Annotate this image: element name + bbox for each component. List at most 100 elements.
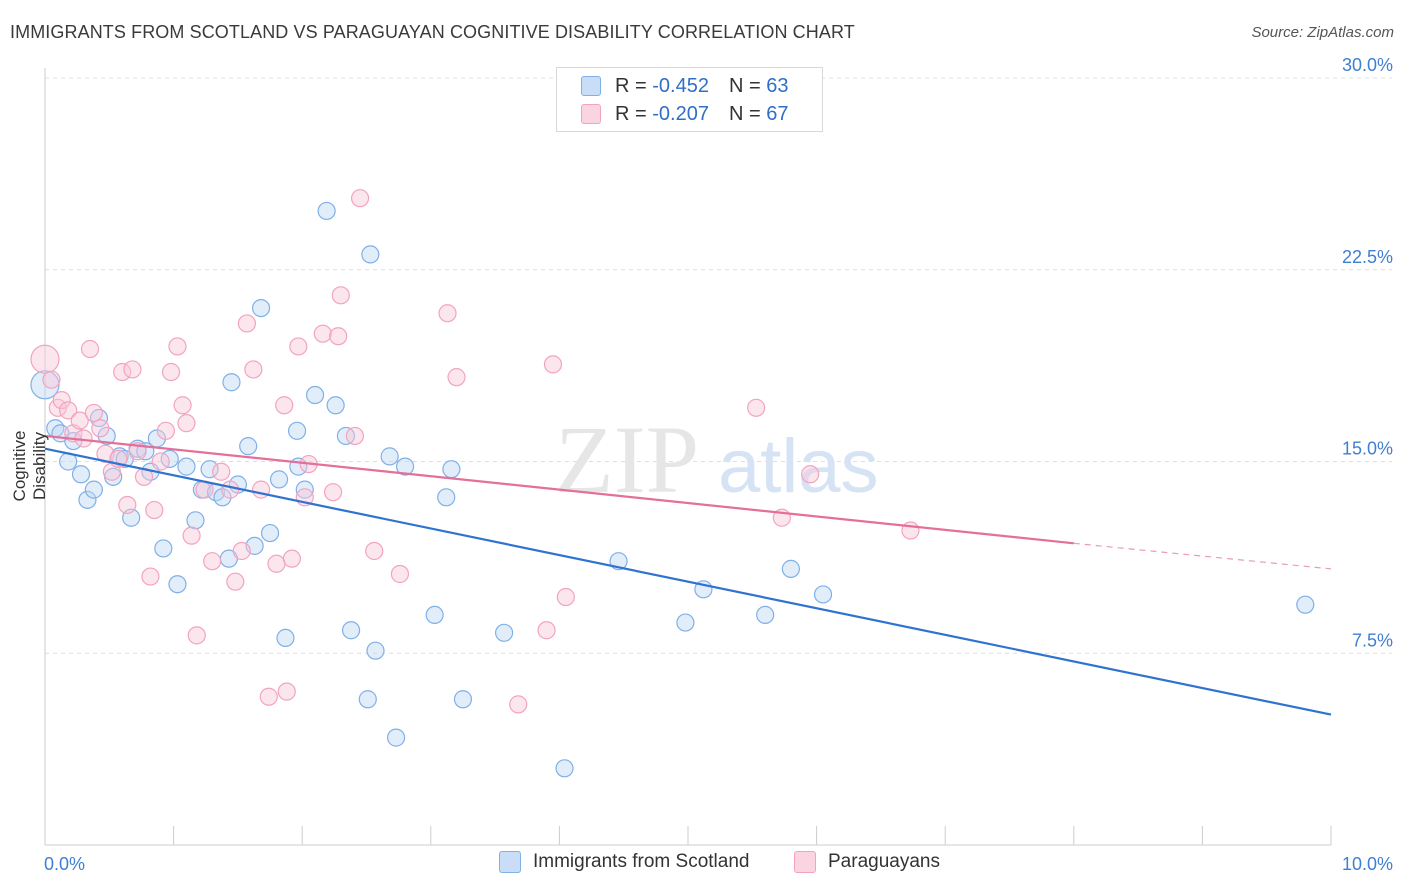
point-paraguayans xyxy=(277,682,296,701)
point-paraguayans xyxy=(313,324,332,343)
point-paraguayans xyxy=(123,360,142,379)
point-scotland xyxy=(781,559,800,578)
point-paraguayans xyxy=(329,327,348,346)
point-scotland xyxy=(495,623,514,642)
point-scotland xyxy=(154,539,173,558)
point-paraguayans xyxy=(267,554,286,573)
point-scotland xyxy=(287,421,307,440)
point-paraguayans xyxy=(259,687,278,706)
point-scotland xyxy=(1296,595,1315,614)
bottom-legend-paraguayans: Paraguayans xyxy=(794,851,940,873)
point-scotland xyxy=(168,575,187,594)
point-paraguayans xyxy=(323,483,343,502)
point-scotland xyxy=(453,690,473,709)
axes xyxy=(44,68,1332,846)
point-scotland xyxy=(366,641,385,660)
watermark-zip: ZIP xyxy=(555,406,699,513)
point-scotland xyxy=(425,605,444,625)
legend-n-label: N = xyxy=(728,102,761,125)
point-scotland xyxy=(341,621,361,640)
point-scotland xyxy=(555,759,574,778)
point-scotland xyxy=(260,523,280,543)
y-tick-label: 7.5% xyxy=(1352,630,1393,650)
point-paraguayans xyxy=(221,480,240,499)
point-paraguayans xyxy=(747,398,766,417)
tick-labels: 7.5% 15.0% 22.5% 30.0% 0.0% 10.0% xyxy=(44,55,1393,874)
legend-n-value: 67 xyxy=(766,102,789,125)
point-paraguayans xyxy=(84,403,103,423)
point-paraguayans xyxy=(801,465,820,484)
point-paraguayans xyxy=(59,401,78,420)
point-paraguayans xyxy=(365,541,384,561)
point-paraguayans xyxy=(168,337,187,356)
point-paraguayans xyxy=(141,567,160,586)
point-paraguayans xyxy=(331,286,350,305)
point-paraguayans xyxy=(232,541,251,561)
bottom-legend-swatch-paraguayans xyxy=(794,851,816,873)
point-scotland xyxy=(186,511,205,530)
legend-swatch-scotland xyxy=(581,76,601,96)
legend-row-paraguayans: R = -0.207 N = 67 xyxy=(581,100,788,128)
legend-n-value: 63 xyxy=(766,74,789,97)
point-paraguayans xyxy=(182,526,201,545)
point-paraguayans xyxy=(173,396,192,415)
point-paraguayans xyxy=(203,552,222,571)
point-paraguayans xyxy=(70,411,89,430)
point-scotland xyxy=(269,470,289,489)
point-scotland xyxy=(84,480,103,499)
point-paraguayans xyxy=(350,189,370,208)
point-paraguayans xyxy=(556,587,575,607)
point-paraguayans xyxy=(289,337,308,356)
correlation-legend: R = -0.452 N = 63 R = -0.207 N = 67 xyxy=(556,67,823,132)
bottom-legend-scotland: Immigrants from Scotland xyxy=(499,851,749,873)
point-scotland xyxy=(395,457,415,476)
watermark-atlas: atlas xyxy=(718,424,879,509)
point-paraguayans xyxy=(244,360,263,379)
point-paraguayans xyxy=(91,419,110,438)
point-scotland xyxy=(813,585,833,604)
trend-line-paraguayans xyxy=(44,434,1074,545)
point-paraguayans xyxy=(345,426,365,446)
x-tick-label: 0.0% xyxy=(44,854,85,874)
point-paraguayans xyxy=(438,304,457,323)
point-paraguayans xyxy=(226,572,245,591)
point-paraguayans xyxy=(156,421,175,440)
y-axis-label: Cognitive Disability xyxy=(10,430,49,502)
point-scotland xyxy=(200,460,219,479)
point-scotland xyxy=(442,460,461,479)
point-paraguayans xyxy=(275,396,294,415)
point-paraguayans xyxy=(80,339,100,359)
point-paraguayans xyxy=(447,368,466,387)
point-scotland xyxy=(358,690,377,709)
point-scotland xyxy=(276,628,295,648)
legend-swatch-paraguayans xyxy=(581,104,601,124)
point-paraguayans xyxy=(30,344,60,374)
point-paraguayans xyxy=(390,564,410,584)
point-paraguayans xyxy=(187,626,206,645)
legend-row-scotland: R = -0.452 N = 63 xyxy=(581,72,788,100)
legend-r-label: R = xyxy=(615,74,647,97)
y-tick-label: 30.0% xyxy=(1342,55,1393,75)
trend-line-scotland xyxy=(44,447,1332,716)
source-label: Source: ZipAtlas.com xyxy=(1251,24,1394,41)
point-paraguayans xyxy=(151,452,170,471)
y-tick-label: 15.0% xyxy=(1342,439,1393,459)
point-scotland xyxy=(326,396,345,415)
bottom-legend-label-scotland: Immigrants from Scotland xyxy=(533,851,750,872)
point-scotland xyxy=(222,373,241,392)
point-scotland xyxy=(437,488,456,507)
point-scotland xyxy=(305,385,325,405)
point-scotland xyxy=(361,245,380,264)
point-scotland xyxy=(177,457,196,476)
point-scotland xyxy=(251,299,271,318)
bottom-legend-label-paraguayans: Paraguayans xyxy=(828,851,940,872)
data-points xyxy=(30,189,1315,778)
legend-r-label: R = xyxy=(615,102,647,125)
point-paraguayans xyxy=(237,314,257,333)
point-scotland xyxy=(78,490,97,509)
point-scotland xyxy=(71,465,91,484)
point-scotland xyxy=(386,728,406,747)
point-scotland xyxy=(239,437,258,456)
point-paraguayans xyxy=(537,621,556,640)
